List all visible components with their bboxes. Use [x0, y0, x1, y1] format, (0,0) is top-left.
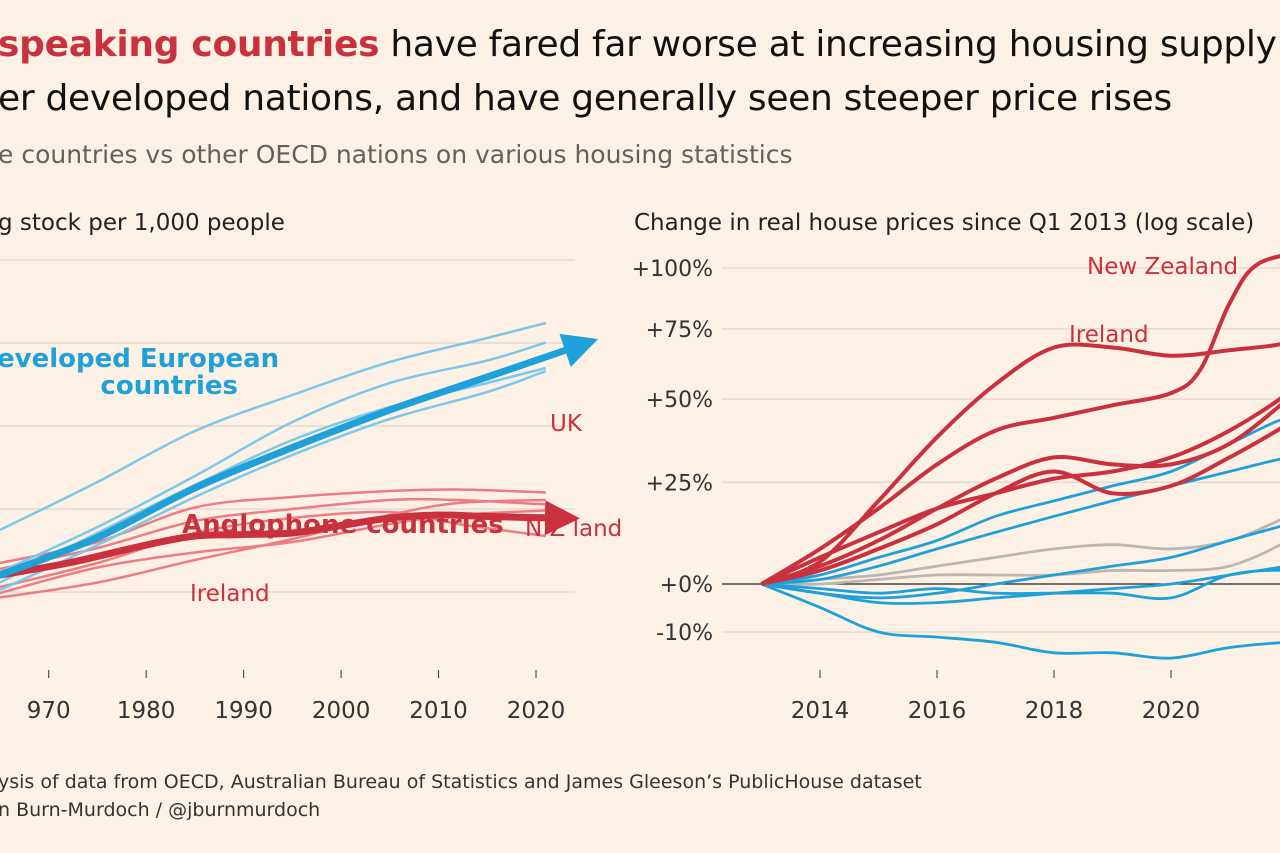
country-line-anglophone: [0, 488, 546, 565]
price-line-anglophone: [760, 254, 1280, 586]
y-tick-label: +25%: [646, 471, 713, 496]
country-line-european: [0, 341, 547, 574]
left-panel-title: g stock per 1,000 people: [0, 210, 285, 236]
y-tick-label: +50%: [646, 388, 713, 413]
credit-note: n Burn-Murdoch / @jburnmurdoch: [0, 799, 321, 821]
country-line-anglophone: [0, 498, 546, 599]
chart-title-line-1: speaking countries have fared far worse …: [0, 24, 1277, 65]
y-tick-label: +100%: [632, 257, 713, 282]
chart-subtitle: e countries vs other OECD nations on var…: [0, 140, 793, 169]
x-tick-label: 2016: [908, 698, 967, 724]
price-line-european: [761, 525, 1280, 600]
annotation-label: UK: [550, 411, 583, 437]
annotation-label: New Zealand: [1087, 254, 1238, 280]
x-tick-label: 970: [27, 698, 71, 724]
right-panel-title: Change in real house prices since Q1 201…: [634, 210, 1255, 236]
x-tick-label: 1990: [214, 698, 273, 724]
source-note: ysis of data from OECD, Australian Burea…: [0, 771, 922, 793]
country-line-anglophone: [0, 497, 546, 571]
price-line-european: [761, 457, 1280, 586]
x-tick-label: 2010: [409, 698, 468, 724]
price-line-european: [760, 582, 1280, 660]
price-line-anglophone: [760, 403, 1280, 586]
country-line-anglophone: [0, 510, 546, 589]
trend-arrow-anglophone: [0, 500, 580, 579]
annotation-label: Ireland: [190, 581, 270, 607]
country-line-european: [0, 321, 547, 532]
x-tick-label: 2018: [1025, 698, 1084, 724]
x-tick-label: 2000: [312, 698, 371, 724]
annotation-label: N Z’land: [525, 516, 622, 542]
price-line-european: [761, 568, 1280, 600]
x-tick-label: 1980: [117, 698, 176, 724]
country-line-european: [0, 366, 547, 584]
title-rest: have fared far worse at increasing housi…: [379, 24, 1277, 65]
x-tick-label: 2020: [1142, 698, 1201, 724]
left-chart-housing-stock: 970 1980 1990 2000 2010 2020 eveloped European…: [0, 259, 622, 724]
annotation-label: eveloped European: [0, 344, 279, 374]
chart-title-line-2: er developed nations, and have generally…: [0, 78, 1172, 119]
country-line-european: [0, 369, 547, 592]
price-line-anglophone: [760, 342, 1280, 586]
annotation-label: Ireland: [1069, 322, 1149, 348]
title-highlight: speaking countries: [0, 24, 380, 65]
x-tick-label: 2020: [507, 698, 566, 724]
annotation-label: Anglophone countries: [182, 510, 504, 540]
annotation-label: countries: [100, 371, 238, 401]
right-chart-house-prices: +100% +75% +50% +25% +0% -10% 2014 2016 2018 2020…: [632, 254, 1280, 724]
y-tick-label: -10%: [656, 621, 713, 646]
price-line-european: [761, 418, 1280, 586]
y-tick-label: +0%: [660, 573, 713, 598]
x-tick-label: 2014: [791, 698, 850, 724]
price-line-anglophone: [760, 396, 1280, 586]
trend-arrow-european: [0, 333, 599, 579]
price-line-anglophone: [761, 426, 1280, 586]
y-tick-label: +75%: [646, 318, 713, 343]
